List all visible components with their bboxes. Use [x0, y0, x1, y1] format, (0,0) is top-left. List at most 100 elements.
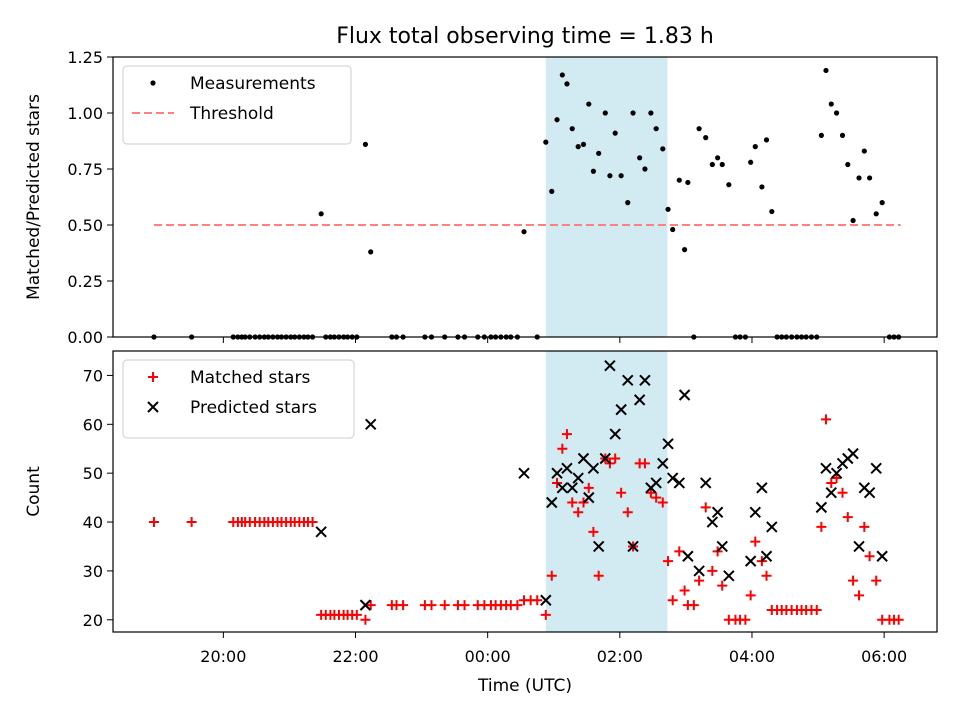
data-point: [561, 462, 573, 474]
data-point: [572, 472, 584, 484]
data-point: [667, 595, 678, 606]
legend-marker: [150, 80, 156, 86]
x-tick-label: 06:00: [861, 647, 907, 666]
bottom-panel: 20 30 40 50 60 70 20:00 22:00 00:00 02:00 04:00 06:…: [24, 350, 938, 666]
data-point: [811, 605, 822, 616]
data-point: [823, 67, 829, 74]
data-point: [842, 512, 853, 523]
data-point: [685, 179, 691, 186]
data-point: [532, 595, 543, 606]
y-tick-label: 30: [83, 562, 103, 581]
data-point: [748, 159, 754, 165]
data-point: [745, 590, 756, 601]
data-point: [615, 403, 627, 416]
axes-frame: [112, 350, 938, 633]
data-point: [368, 249, 374, 255]
data-point: [760, 550, 773, 562]
data-point: [360, 614, 371, 625]
data-point: [740, 614, 751, 625]
data-point: [688, 600, 699, 611]
data-point: [820, 414, 831, 425]
data-point: [637, 155, 643, 161]
data-point: [549, 188, 555, 194]
data-point: [583, 482, 594, 493]
data-point: [853, 540, 865, 553]
data-point: [592, 540, 605, 553]
top-panel: 0.00 0.25 0.50 0.75 1.00 1.25 Matched/Predicte…: [24, 48, 938, 347]
legend-marker: [148, 372, 158, 382]
data-point: [825, 487, 837, 499]
data-point: [569, 126, 575, 132]
data-point: [586, 101, 592, 107]
data-point: [663, 556, 674, 567]
data-point: [364, 418, 377, 431]
data-point: [679, 585, 690, 596]
y-tick-label: 0.75: [67, 160, 103, 179]
data-point: [590, 168, 596, 174]
data-point: [439, 600, 450, 611]
data-point: [543, 139, 549, 145]
data-point: [564, 81, 570, 87]
data-point: [653, 126, 659, 132]
data-point: [648, 110, 654, 116]
data-point: [625, 200, 631, 206]
data-point: [864, 551, 875, 562]
data-point: [673, 477, 686, 489]
data-point: [459, 600, 470, 611]
data-point: [554, 117, 560, 123]
y-tick-label: 0.25: [67, 272, 103, 291]
data-point: [744, 555, 757, 567]
y-tick-label: 0.00: [67, 328, 103, 347]
data-point: [700, 502, 711, 513]
data-point: [763, 137, 770, 143]
data-point: [651, 492, 662, 503]
y-tick-label: 1.00: [67, 104, 103, 123]
data-point: [749, 506, 761, 518]
y-tick-label: 60: [83, 415, 103, 434]
data-point: [546, 496, 558, 509]
data-point: [557, 443, 568, 454]
data-point: [871, 575, 882, 586]
data-point: [660, 146, 666, 152]
data-point: [556, 482, 569, 494]
data-point: [681, 247, 688, 253]
data-point: [750, 536, 761, 547]
data-point: [639, 458, 650, 469]
data-point: [837, 487, 848, 498]
data-point: [521, 229, 527, 235]
data-point: [546, 570, 557, 581]
data-point: [587, 462, 600, 474]
data-point: [627, 540, 639, 553]
data-point: [694, 575, 705, 586]
data-point: [662, 438, 674, 450]
data-point: [761, 570, 772, 581]
data-point: [815, 501, 828, 514]
data-point: [650, 477, 662, 489]
data-point: [678, 389, 691, 401]
data-point: [540, 594, 552, 606]
data-point: [578, 497, 589, 508]
data-point: [607, 173, 613, 179]
data-point: [707, 565, 718, 576]
legend-marker: [147, 401, 159, 413]
data-point: [723, 570, 735, 582]
data-point: [831, 473, 842, 484]
data-point: [854, 590, 865, 601]
data-point: [752, 144, 758, 150]
y-tick-label: 50: [83, 464, 103, 483]
data-point: [665, 206, 671, 212]
data-point: [847, 447, 859, 460]
axes-frame: [112, 56, 938, 338]
data-point: [716, 540, 728, 553]
data-point: [596, 150, 602, 156]
data-point: [703, 135, 709, 141]
legend-box: [122, 359, 355, 439]
data-point: [573, 507, 584, 518]
data-point: [359, 599, 372, 611]
data-point: [826, 477, 837, 488]
data-point: [148, 517, 159, 528]
data-point: [700, 477, 712, 489]
data-point: [426, 600, 437, 611]
legend-label: Measurements: [190, 74, 316, 94]
